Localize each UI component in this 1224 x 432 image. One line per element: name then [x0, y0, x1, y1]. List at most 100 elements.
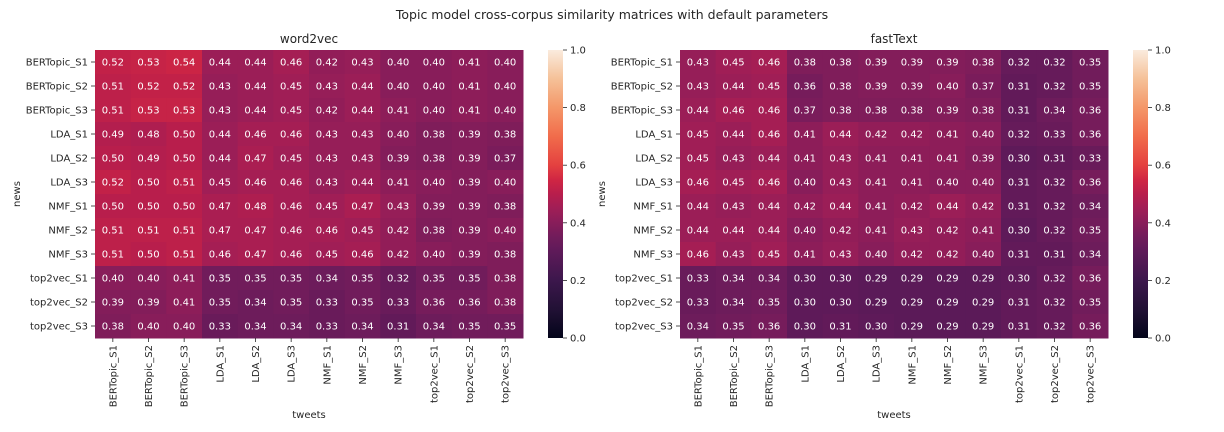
heatmap-cell [1036, 170, 1073, 195]
heatmap-cell [858, 50, 895, 75]
heatmap-cell [751, 314, 788, 339]
y-tick-label: NMF_S2 [48, 226, 88, 237]
cell-value-label: 0.33 [1043, 130, 1065, 141]
cell-value-label: 0.41 [865, 202, 887, 213]
heatmap-cell [1036, 50, 1073, 75]
heatmap-cell [95, 242, 132, 267]
cell-value-label: 0.51 [102, 250, 124, 261]
heatmap-cell [965, 50, 1002, 75]
cell-value-label: 0.30 [794, 274, 816, 285]
heatmap-cell [1072, 74, 1109, 99]
cell-value-label: 0.41 [173, 298, 195, 309]
cell-value-label: 0.50 [137, 202, 159, 213]
cell-value-label: 0.41 [387, 178, 409, 189]
y-tick-label: LDA_S3 [50, 178, 88, 189]
x-tick-label: BERTopic_S1 [108, 345, 119, 407]
heatmap-cell [380, 314, 417, 339]
y-axis-label: news [597, 181, 608, 207]
heatmap-cell [787, 218, 824, 243]
cell-value-label: 0.43 [722, 154, 744, 165]
cell-value-label: 0.33 [1079, 154, 1101, 165]
y-tick-label: top2vec_S1 [615, 274, 673, 285]
heatmap-cell [487, 50, 524, 75]
heatmap-cell [344, 218, 381, 243]
cell-value-label: 0.47 [244, 250, 266, 261]
heatmap-cell [1072, 266, 1109, 291]
cell-value-label: 0.38 [102, 322, 124, 333]
cell-value-label: 0.34 [244, 298, 266, 309]
heatmap-cell [680, 146, 717, 171]
heatmap-cell [680, 242, 717, 267]
heatmap-cell [344, 170, 381, 195]
cell-value-label: 0.44 [758, 202, 780, 213]
heatmap-cell [751, 146, 788, 171]
heatmap-cell [344, 194, 381, 219]
cell-value-label: 0.51 [102, 106, 124, 117]
heatmap-cell [451, 122, 488, 147]
heatmap-cell [965, 218, 1002, 243]
heatmap-cell [451, 170, 488, 195]
colorbar-tick-label: 0.0 [1155, 334, 1171, 345]
x-tick-label: NMF_S3 [979, 345, 990, 385]
cell-value-label: 0.34 [1079, 202, 1101, 213]
heatmap-cell [1001, 218, 1038, 243]
heatmap-cell [416, 146, 453, 171]
heatmap-cell [822, 266, 859, 291]
cell-value-label: 0.39 [936, 58, 958, 69]
cell-value-label: 0.41 [936, 130, 958, 141]
heatmap-cell [416, 122, 453, 147]
heatmap-cell [451, 194, 488, 219]
cell-value-label: 0.40 [423, 58, 445, 69]
cell-value-label: 0.38 [829, 82, 851, 93]
heatmap-cell [416, 74, 453, 99]
heatmap-cell [929, 98, 966, 123]
heatmap-cell [965, 74, 1002, 99]
heatmap-cell [1072, 242, 1109, 267]
heatmap-cell [344, 242, 381, 267]
heatmap-cell [273, 98, 310, 123]
heatmap-cell [715, 242, 752, 267]
heatmap-cell [487, 266, 524, 291]
cell-value-label: 0.40 [137, 322, 159, 333]
colorbar-tick-label: 1.0 [1155, 46, 1171, 57]
cell-value-label: 0.41 [972, 226, 994, 237]
heatmap-cell [380, 242, 417, 267]
heatmap-cell [822, 314, 859, 339]
cell-value-label: 0.47 [209, 202, 231, 213]
y-tick-label: BERTopic_S3 [611, 106, 673, 117]
heatmap-cell [822, 194, 859, 219]
heatmap-cell [166, 98, 203, 123]
cell-value-label: 0.35 [758, 298, 780, 309]
cell-value-label: 0.52 [102, 58, 124, 69]
heatmap-cell [95, 266, 132, 291]
heatmap-cell [202, 170, 239, 195]
cell-value-label: 0.50 [137, 250, 159, 261]
cell-value-label: 0.44 [758, 154, 780, 165]
heatmap-cell [95, 146, 132, 171]
cell-value-label: 0.44 [351, 106, 373, 117]
colorbar-tick-label: 0.6 [570, 161, 586, 172]
heatmap-cell [1072, 194, 1109, 219]
heatmap-cell [273, 122, 310, 147]
cell-value-label: 0.53 [137, 106, 159, 117]
cell-value-label: 0.38 [865, 106, 887, 117]
heatmap-cell [130, 170, 167, 195]
cell-value-label: 0.42 [387, 250, 409, 261]
heatmap-cell [130, 194, 167, 219]
heatmap-cell [130, 74, 167, 99]
heatmap-cell [680, 290, 717, 315]
heatmap-cell [858, 74, 895, 99]
x-tick-label: LDA_S2 [836, 345, 847, 383]
cell-value-label: 0.48 [244, 202, 266, 213]
heatmap-cell [1072, 290, 1109, 315]
heatmap-cell [202, 314, 239, 339]
cell-value-label: 0.39 [458, 178, 480, 189]
cell-value-label: 0.51 [137, 226, 159, 237]
cell-value-label: 0.45 [687, 154, 709, 165]
heatmap-cell [344, 50, 381, 75]
heatmap-cell [487, 146, 524, 171]
cell-value-label: 0.50 [102, 202, 124, 213]
heatmap-cell [166, 218, 203, 243]
cell-value-label: 0.38 [423, 130, 445, 141]
heatmap-cell [1001, 290, 1038, 315]
